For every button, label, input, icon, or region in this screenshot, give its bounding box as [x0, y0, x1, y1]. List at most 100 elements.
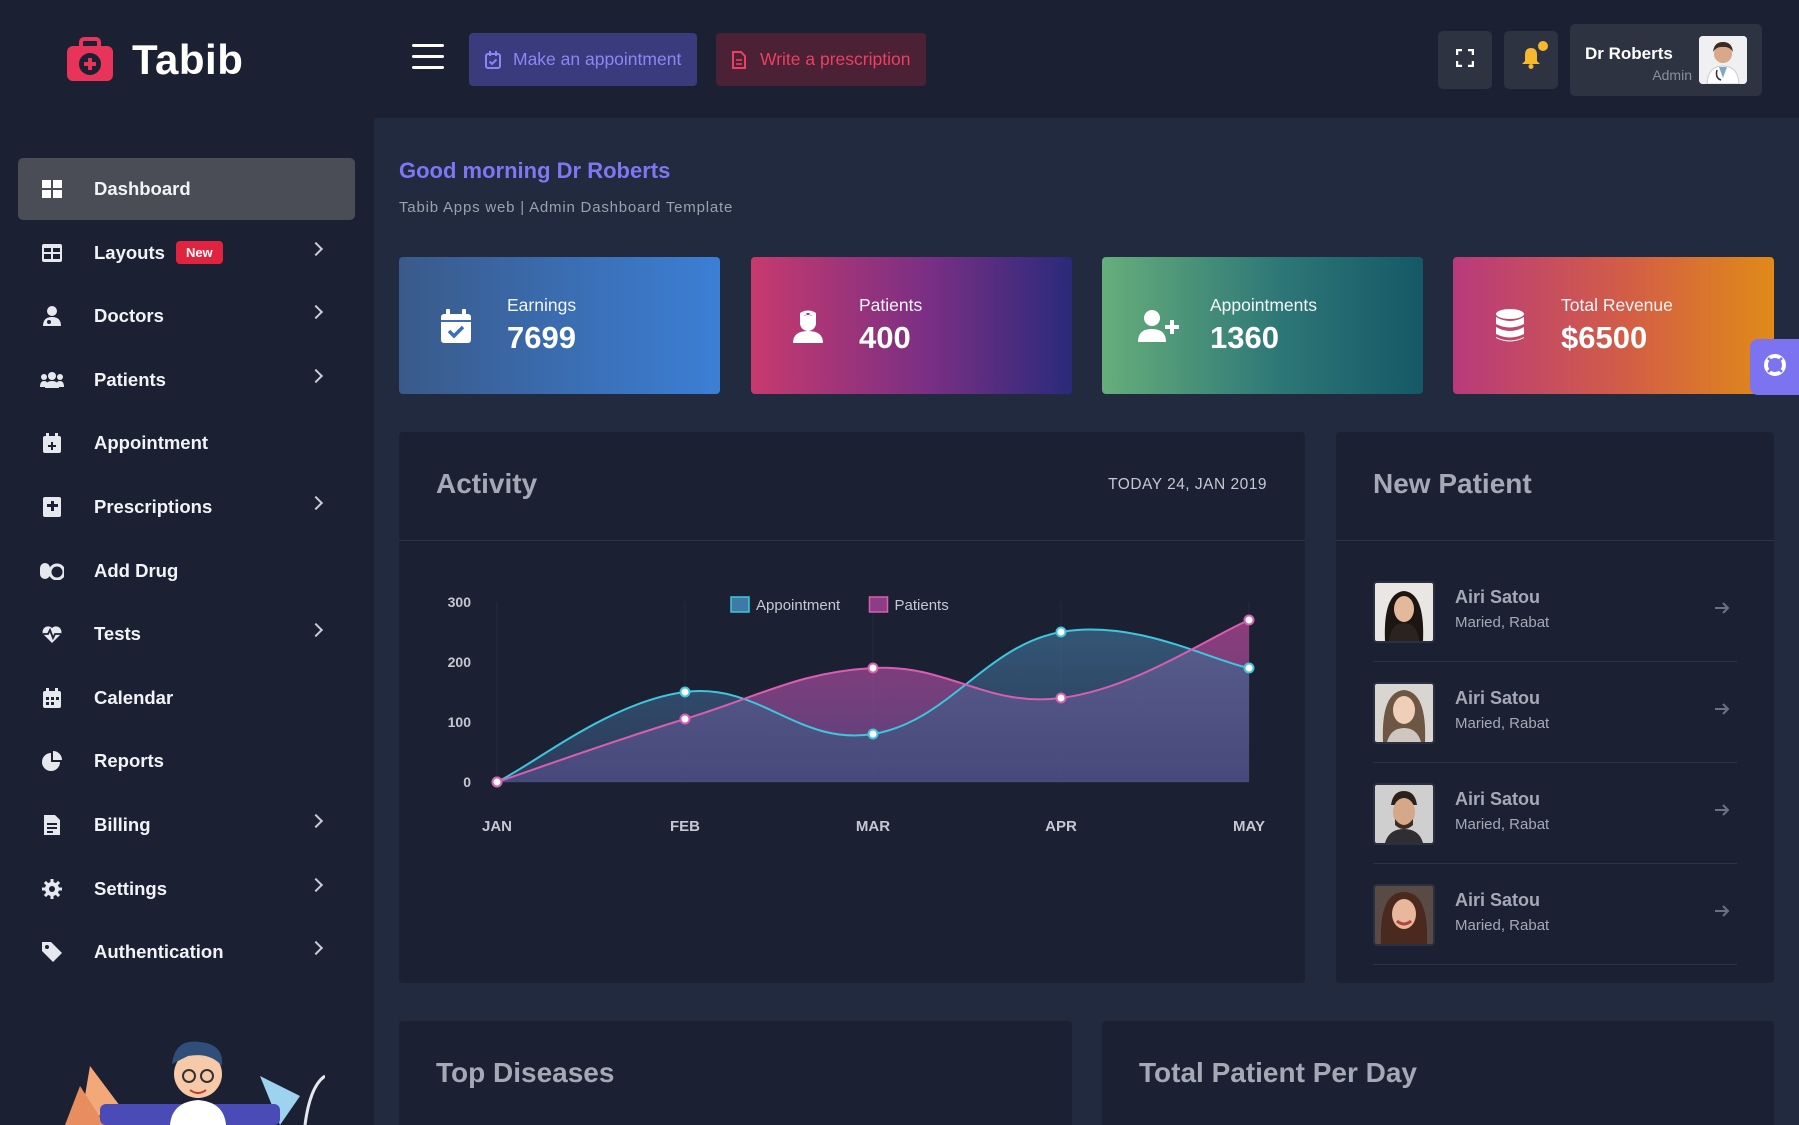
data-point[interactable] — [1055, 626, 1067, 638]
avatar — [1699, 36, 1747, 84]
stat-card-total-revenue[interactable]: Total Revenue $6500 — [1453, 257, 1774, 394]
stat-card-appointments[interactable]: Appointments 1360 — [1102, 257, 1423, 394]
chevron-right-icon — [308, 368, 324, 383]
data-point[interactable] — [491, 776, 503, 788]
heartbeat-icon — [40, 622, 64, 646]
sidebar-item-reports[interactable]: Reports — [18, 730, 355, 792]
legend-swatch — [868, 596, 889, 613]
data-point[interactable] — [679, 686, 691, 698]
list-item[interactable]: Airi Satou Maried, Rabat — [1373, 662, 1737, 763]
patient-location: Maried, Rabat — [1455, 816, 1550, 833]
tag-icon — [40, 940, 64, 964]
doctor-illustration — [60, 1036, 326, 1125]
data-point[interactable] — [1243, 614, 1255, 626]
list-item[interactable]: Airi Satou Maried, Rabat — [1373, 763, 1737, 864]
y-tick-label: 200 — [448, 654, 472, 670]
sidebar-item-doctors[interactable]: Doctors — [18, 285, 355, 347]
dashboard-icon — [40, 177, 64, 201]
patient-name: Airi Satou — [1455, 587, 1541, 607]
user-name: Dr Roberts — [1585, 44, 1673, 63]
sidebar-item-label: Billing — [94, 813, 151, 835]
calendar-plus-icon — [40, 431, 64, 455]
chart-legend[interactable]: Appointment Patients — [730, 596, 949, 614]
chevron-right-icon — [308, 495, 324, 511]
arrow-right-icon[interactable] — [1713, 700, 1731, 718]
legend-label: Appointment — [756, 597, 841, 614]
file-icon — [732, 50, 750, 69]
x-tick-label: MAY — [1233, 818, 1265, 835]
chevron-right-icon — [308, 305, 324, 320]
legend-label: Patients — [895, 597, 949, 614]
sidebar-item-settings[interactable]: Settings — [18, 858, 355, 920]
database-icon — [1489, 305, 1531, 347]
arrow-right-icon[interactable] — [1713, 902, 1731, 920]
menu-toggle-icon[interactable] — [412, 44, 444, 70]
make-appointment-button[interactable]: Make an appointment — [469, 33, 698, 86]
list-item[interactable]: Airi Satou Maried, Rabat — [1373, 864, 1737, 965]
write-prescription-button[interactable]: Write a prescription — [716, 33, 927, 86]
medical-kit-icon — [66, 36, 114, 84]
arrow-right-icon[interactable] — [1713, 599, 1731, 617]
life-ring-icon — [1763, 353, 1786, 381]
top-diseases-panel: Top Diseases — [399, 1021, 1072, 1125]
sidebar-item-label: Settings — [94, 877, 167, 899]
fullscreen-button[interactable] — [1438, 31, 1492, 89]
sidebar-item-authentication[interactable]: Authentication — [18, 921, 355, 983]
stat-card-patients[interactable]: Patients 400 — [751, 257, 1072, 394]
stat-label: Patients — [859, 295, 923, 315]
stat-card-earnings[interactable]: Earnings 7699 — [399, 257, 720, 394]
arrow-right-icon[interactable] — [1713, 801, 1731, 819]
top-diseases-title: Top Diseases — [436, 1057, 615, 1088]
chevron-right-icon — [308, 813, 324, 829]
theme-settings-button[interactable] — [1750, 339, 1799, 395]
user-plus-icon — [1138, 305, 1180, 347]
sidebar-item-label: Add Drug — [94, 559, 179, 581]
sidebar-item-tests[interactable]: Tests — [18, 603, 355, 665]
sidebar: Tabib Dashboard Layouts New Doctors — [0, 0, 374, 1125]
sidebar-item-calendar[interactable]: Calendar — [18, 667, 355, 729]
series-area-appointment — [497, 629, 1249, 782]
patient-avatar — [1373, 783, 1435, 845]
prescription-icon — [40, 495, 64, 519]
y-tick-label: 0 — [463, 774, 471, 790]
data-point[interactable] — [1055, 692, 1067, 704]
data-point[interactable] — [1243, 662, 1255, 674]
activity-chart[interactable]: 0 100 200 300 JAN FEB MAR APR MAY Appointment Pa… — [399, 542, 1305, 983]
gear-icon — [40, 877, 64, 901]
sidebar-item-patients[interactable]: Patients — [18, 349, 355, 411]
divider — [399, 540, 1305, 541]
new-patient-title: New Patient — [1373, 468, 1532, 499]
brand[interactable]: Tabib — [66, 36, 243, 84]
stat-label: Total Revenue — [1561, 295, 1673, 315]
user-menu[interactable]: Dr Roberts Admin — [1570, 24, 1762, 96]
chart-points — [491, 614, 1255, 788]
chart-y-axis: 0 100 200 300 — [448, 594, 472, 790]
sidebar-item-billing[interactable]: Billing — [18, 794, 355, 856]
x-tick-label: MAR — [856, 818, 890, 835]
sidebar-item-layouts[interactable]: Layouts New — [18, 222, 355, 284]
patient-per-day-panel: Total Patient Per Day — [1102, 1021, 1774, 1125]
sidebar-item-add-drug[interactable]: Add Drug — [18, 540, 355, 602]
pie-chart-icon — [40, 749, 64, 773]
x-tick-label: JAN — [482, 818, 512, 835]
bell-icon — [1521, 47, 1541, 74]
stat-value: $6500 — [1561, 320, 1648, 355]
calendar-icon — [40, 686, 64, 710]
notifications-button[interactable] — [1504, 31, 1558, 89]
data-point[interactable] — [867, 662, 879, 674]
activity-panel: Activity TODAY 24, JAN 2019 0 100 200 300 J… — [399, 432, 1305, 983]
sidebar-item-appointment[interactable]: Appointment — [18, 412, 355, 474]
sidebar-item-label: Prescriptions — [94, 495, 213, 517]
sidebar-item-label: Dashboard — [94, 178, 191, 199]
notification-dot — [1538, 41, 1548, 51]
sidebar-item-dashboard[interactable]: Dashboard — [18, 158, 355, 220]
sidebar-item-prescriptions[interactable]: Prescriptions — [18, 476, 355, 538]
data-point[interactable] — [679, 713, 691, 725]
app-name: Tabib — [132, 36, 244, 83]
data-point[interactable] — [867, 728, 879, 740]
sidebar-item-label: Appointment — [94, 432, 209, 454]
list-item[interactable]: Airi Satou Maried, Rabat — [1373, 561, 1737, 662]
expand-icon — [1455, 48, 1475, 72]
layouts-icon — [40, 241, 64, 265]
patient-location: Maried, Rabat — [1455, 917, 1550, 934]
